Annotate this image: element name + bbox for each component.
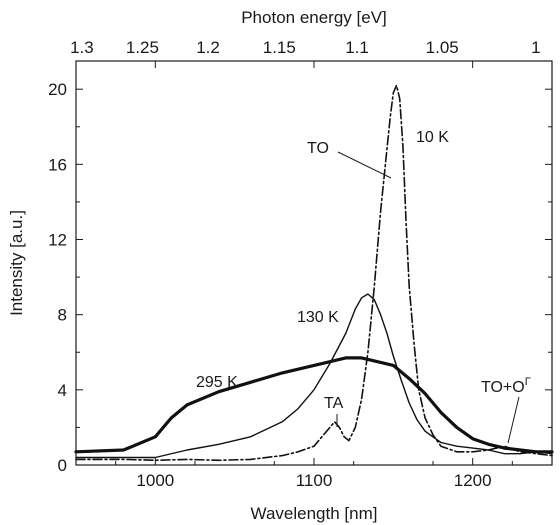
anno-to: TO — [307, 140, 329, 157]
series-line-295k — [74, 356, 554, 454]
anno-130k: 130 K — [297, 309, 339, 326]
x-axis-title: Wavelength [nm] — [251, 504, 378, 523]
anno-to-o-sup: Γ — [525, 376, 531, 388]
to-pointer — [337, 151, 392, 179]
annotation-group: TO 10 K 130 K 295 K TA TO+OΓ — [196, 129, 531, 444]
series-group — [74, 84, 554, 462]
y-tick-label: 16 — [48, 155, 67, 174]
top-tick-label: 1.1 — [345, 38, 369, 57]
anno-ta: TA — [324, 395, 344, 412]
top-tick-label: 1.05 — [426, 38, 459, 57]
x-tick-label: 1200 — [454, 471, 492, 490]
anno-to-o-main: TO+O — [481, 379, 525, 396]
y-tick-label: 12 — [48, 231, 67, 250]
axis-ticks: 1000 1100 1200 0 4 8 12 16 20 1.3 1.25 1.2 1.15 1.1 1.… — [48, 38, 552, 490]
top-tick-label: 1.15 — [263, 38, 296, 57]
y-tick-label: 0 — [58, 456, 67, 475]
to-o-pointer — [507, 396, 520, 444]
y-tick-label: 20 — [48, 80, 67, 99]
top-tick-label: 1 — [531, 38, 540, 57]
top-tick-label: 1.2 — [196, 38, 220, 57]
top-axis-title: Photon energy [eV] — [241, 8, 387, 27]
top-tick-label: 1.25 — [126, 38, 159, 57]
series-line-10k — [75, 84, 553, 462]
anno-295k: 295 K — [196, 374, 238, 391]
x-tick-label: 1000 — [136, 471, 174, 490]
top-tick-label: 1.3 — [70, 38, 94, 57]
anno-to-o: TO+OΓ — [481, 376, 531, 396]
y-axis-title: Intensity [a.u.] — [7, 210, 26, 316]
y-tick-label: 4 — [58, 381, 67, 400]
y-tick-label: 8 — [58, 306, 67, 325]
x-tick-label: 1100 — [296, 471, 333, 490]
plot-frame — [75, 60, 553, 466]
anno-10k: 10 K — [416, 129, 449, 146]
series-line-130k — [75, 293, 553, 459]
